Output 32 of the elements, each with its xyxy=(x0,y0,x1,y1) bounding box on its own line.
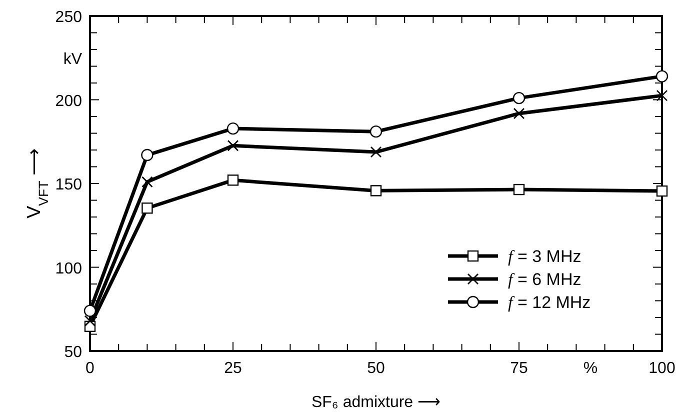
point xyxy=(512,92,526,104)
point xyxy=(370,125,382,138)
legend-label: f = 3 MHz xyxy=(508,247,582,266)
y-tick-label: 200 xyxy=(55,92,82,110)
point xyxy=(227,174,239,186)
point xyxy=(227,140,239,152)
point xyxy=(513,184,525,196)
y-tick-label: 50 xyxy=(64,344,82,361)
text: kV xyxy=(63,50,82,68)
point xyxy=(141,148,154,162)
point xyxy=(656,185,668,197)
y-tick-label: 250 xyxy=(55,9,82,26)
text: % xyxy=(583,360,598,377)
point xyxy=(226,122,240,135)
x-tick-label: 100 xyxy=(648,360,676,377)
point xyxy=(656,90,668,102)
y-tick-label: 150 xyxy=(55,176,82,194)
point xyxy=(513,108,525,120)
x-tick-label: 50 xyxy=(367,360,385,377)
point xyxy=(142,202,153,214)
point xyxy=(370,146,382,158)
x-tick-label: 25 xyxy=(224,360,242,377)
x-tick-label: 75 xyxy=(510,360,528,377)
point xyxy=(656,70,668,82)
legend-label: f = 12 MHz xyxy=(508,293,591,312)
point xyxy=(370,185,382,196)
x-tick-label: 0 xyxy=(86,360,95,377)
point xyxy=(142,176,153,188)
x-axis-title: SF₆ admixture ⟶ xyxy=(311,394,441,411)
legend-label: f = 6 MHz xyxy=(508,270,582,289)
point xyxy=(84,315,96,327)
y-tick-label: 100 xyxy=(55,260,82,278)
